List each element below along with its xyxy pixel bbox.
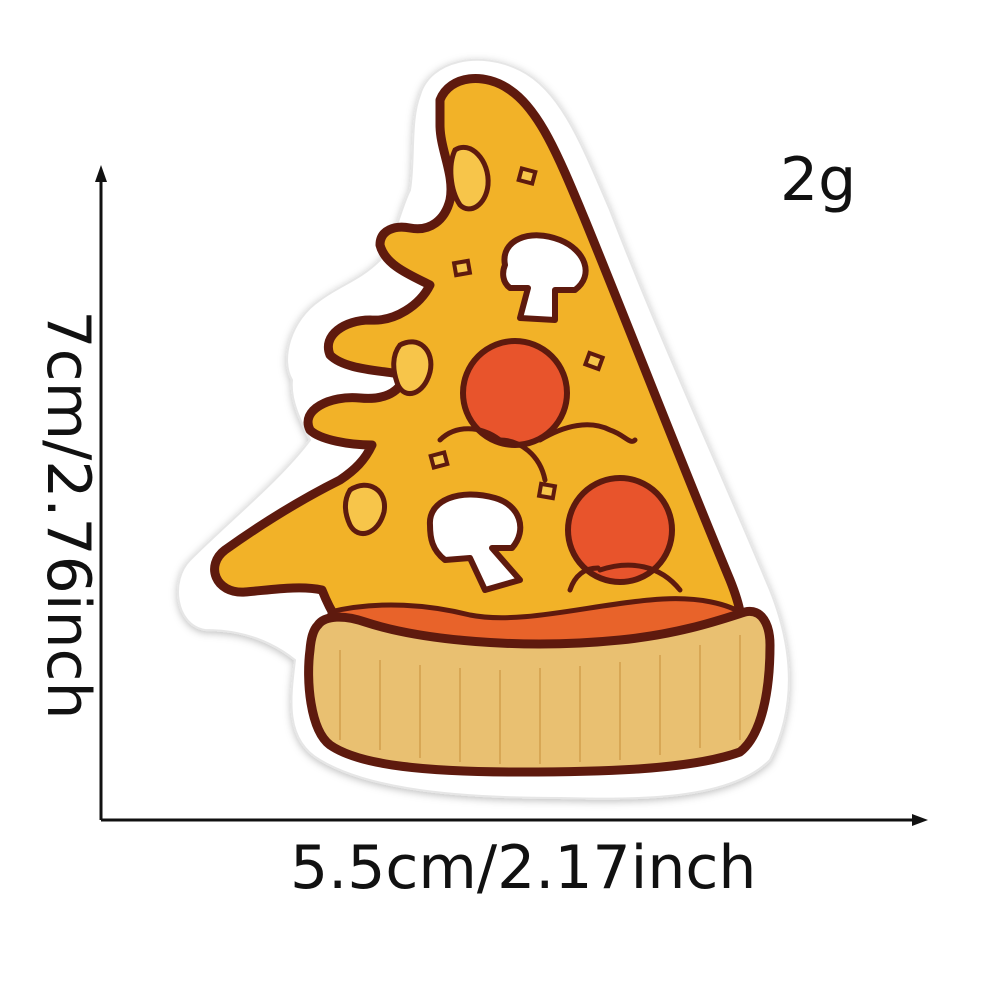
pizza-slice-patch-icon <box>177 58 790 800</box>
crust-stitching <box>339 635 741 764</box>
weight-label: 2g <box>780 145 857 215</box>
height-arrow <box>95 165 107 820</box>
cheese-highlight <box>448 145 491 212</box>
pepperoni <box>565 475 675 585</box>
cheese-strands <box>437 422 683 593</box>
width-arrow <box>101 814 928 826</box>
cheese-highlight <box>343 482 387 537</box>
width-dimension-label: 5.5cm/2.17inch <box>290 833 757 903</box>
height-dimension-label: 7cm/2.76inch <box>33 310 103 720</box>
mushroom <box>426 491 524 593</box>
mushroom <box>500 232 589 323</box>
cheese-highlight <box>391 339 434 397</box>
